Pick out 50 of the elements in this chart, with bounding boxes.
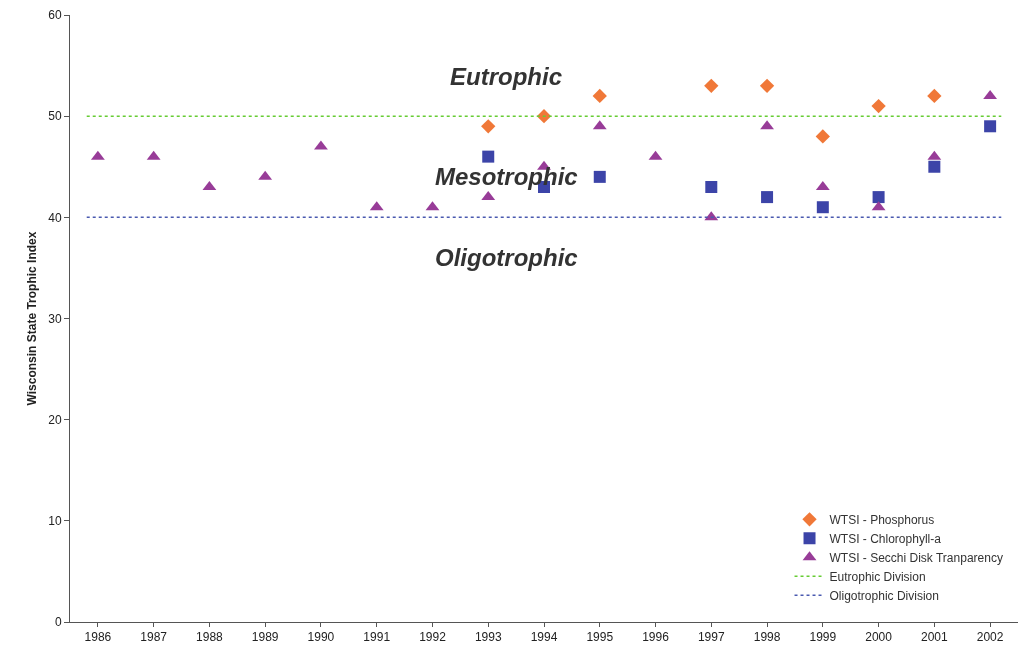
point [871,98,886,114]
x-tick-label: 1996 [642,630,670,645]
point [761,191,774,204]
x-tick-label: 1989 [251,630,279,645]
point [927,88,942,104]
point [705,180,718,193]
point [760,120,774,130]
annotation: Mesotrophic [435,163,578,190]
point [481,119,496,134]
legend-label: Oligotrophic Division [829,589,939,604]
y-tick-label: 20 [48,412,62,427]
x-tick-label: 1993 [474,630,502,645]
x-tick-label: 2000 [865,630,893,645]
x-tick-label: 1990 [307,630,335,645]
legend-label: WTSI - Phosphorus [829,513,935,528]
x-tick-label: 1991 [363,630,391,645]
x-tick-label: 1994 [530,630,558,645]
y-axis-title: Wisconsin State Trophic Index [25,231,39,406]
y-tick-label: 0 [54,615,62,630]
annotation: Oligotrophic [435,244,578,271]
point [704,78,719,93]
y-tick-label: 30 [48,311,62,326]
point [314,140,328,150]
x-tick-label: 2001 [921,630,949,645]
point [759,78,775,93]
point [592,88,607,104]
point [816,201,829,214]
x-tick-label: 1987 [140,630,168,645]
point [872,191,885,204]
point [928,160,941,173]
legend-label: WTSI - Chlorophyll-a [829,532,942,547]
annotation: Eutrophic [450,63,562,90]
x-tick-label: 2002 [976,630,1004,645]
y-tick-label: 10 [48,514,62,529]
point [593,170,606,183]
x-tick-label: 1995 [586,630,614,645]
x-tick-label: 1997 [697,630,725,645]
point [815,129,830,144]
y-tick-label: 50 [48,109,62,124]
x-tick-label: 1992 [419,630,447,645]
legend-label: WTSI - Secchi Disk Tranparency [829,551,1003,566]
y-tick-label: 60 [48,8,62,23]
x-tick-label: 1999 [809,630,837,645]
point [984,120,997,133]
x-tick-label: 1988 [196,630,224,645]
legend-label: Eutrophic Division [829,570,926,585]
point [482,150,495,163]
x-tick-label: 1998 [753,630,781,645]
x-tick-label: 1986 [84,630,112,645]
y-tick-label: 40 [48,210,62,225]
